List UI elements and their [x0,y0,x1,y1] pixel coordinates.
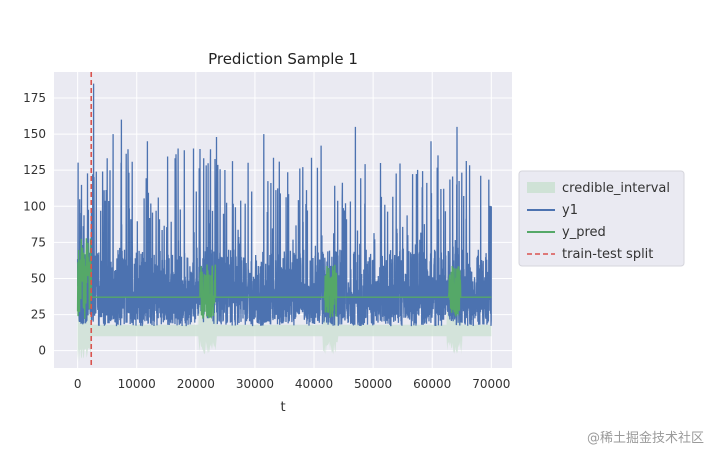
x-tick-label: 0 [74,377,82,391]
legend-box [518,170,685,267]
credible-interval-area [77,293,492,363]
chart-title: Prediction Sample 1 [208,50,358,68]
y-tick-label: 150 [23,127,46,141]
y-tick-label: 175 [23,91,46,105]
legend-label-y-pred: y_pred [562,225,606,240]
y-pred-series [76,238,492,320]
y-tick-label: 25 [31,308,46,322]
x-tick-label: 70000 [472,377,510,391]
y-tick-label: 125 [23,163,46,177]
y1-series [76,83,492,327]
y-pred-line [76,238,492,320]
y-tick-label: 50 [31,271,46,285]
y-tick-label: 75 [31,235,46,249]
legend-label-y1: y1 [562,203,578,218]
watermark: @稀土掘金技术社区 [586,431,704,446]
x-tick-label: 30000 [236,377,274,391]
legend-swatch-credible-interval [527,182,555,193]
legend-label-split: train-test split [562,247,653,262]
x-tick-label: 50000 [354,377,392,391]
x-axis-label: t [280,400,285,415]
x-tick-label: 40000 [295,377,333,391]
x-ticks: 0 10000 20000 30000 40000 50000 60000 70000 [74,377,511,391]
y-tick-label: 100 [23,199,46,213]
y-tick-label: 0 [38,344,46,358]
x-tick-label: 60000 [413,377,451,391]
x-tick-label: 20000 [177,377,215,391]
y1-line [76,83,492,327]
x-tick-label: 10000 [118,377,156,391]
y-ticks: 0 25 50 75 100 125 150 175 [23,91,46,358]
legend-label-credible-interval: credible_interval [562,181,670,196]
credible-interval-band [77,293,492,363]
legend: credible_interval y1 y_pred train-test s… [518,170,685,267]
